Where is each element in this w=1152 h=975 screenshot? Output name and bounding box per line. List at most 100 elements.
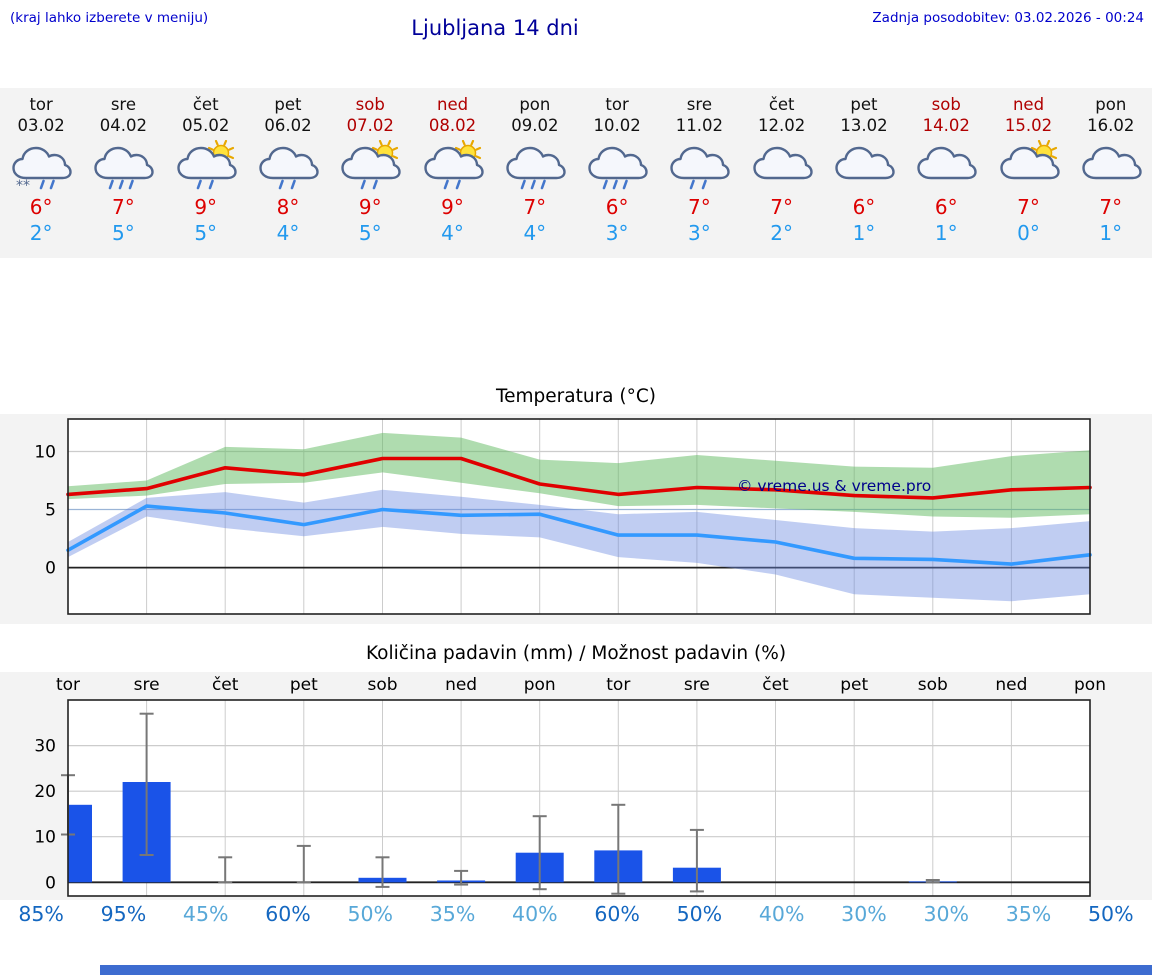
precip-day-label: sre <box>684 675 710 695</box>
sun-ray <box>454 146 461 151</box>
max-temp: 9° <box>441 194 464 219</box>
day-column[interactable]: ned 15.02 7° 0° <box>987 88 1069 258</box>
watermark-link[interactable]: © vreme.us & vreme.pro <box>737 477 931 495</box>
cloud-shape <box>259 146 319 180</box>
day-column[interactable]: sre 11.02 7° 3° <box>658 88 740 258</box>
day-column[interactable]: pet 13.02 6° 1° <box>823 88 905 258</box>
cloud-icon <box>917 146 977 180</box>
sun-ray <box>207 146 214 151</box>
cloud-rain-heavy-icon <box>588 146 648 190</box>
raindrop <box>530 179 536 190</box>
max-temp: 7° <box>523 194 547 219</box>
min-temp: 2° <box>29 220 53 245</box>
cloud-icon-wrap <box>905 140 987 194</box>
day-column[interactable]: pet 06.02 8° 4° <box>247 88 329 258</box>
day-column[interactable]: tor 10.02 6° 3° <box>576 88 658 258</box>
precip-day-label: tor <box>606 675 630 695</box>
cloud-shape <box>588 146 648 180</box>
max-temp: 6° <box>852 194 876 219</box>
min-temp: 1° <box>1099 220 1123 245</box>
raindrop <box>39 179 45 190</box>
raindrop <box>455 179 461 190</box>
max-temp: 6° <box>605 194 629 219</box>
day-column[interactable]: sob 14.02 6° 1° <box>905 88 987 258</box>
y-tick-label: 20 <box>34 782 56 802</box>
day-date: 11.02 <box>675 116 724 136</box>
precip-chart: tor sre čet pet sob ned pon tor sre čet pet sob ned p… <box>0 672 1152 900</box>
day-date: 03.02 <box>17 116 65 136</box>
menu-hint[interactable]: (kraj lahko izberete v meniju) <box>10 10 209 26</box>
day-date: 04.02 <box>99 116 148 136</box>
precip-probability: 40% <box>758 902 805 926</box>
day-name: ned <box>1012 95 1045 114</box>
cloud-shape <box>917 146 977 180</box>
day-date: 05.02 <box>182 116 230 136</box>
precip-day-label: sob <box>918 675 948 695</box>
raindrop <box>129 179 135 190</box>
y-tick-label: 10 <box>34 443 56 463</box>
precip-probability: 30% <box>923 902 970 926</box>
min-temp: 4° <box>441 220 464 245</box>
sun-ray <box>474 155 481 159</box>
raindrop <box>119 179 125 190</box>
cloud-icon <box>835 146 895 180</box>
raindrop <box>49 179 55 190</box>
raindrop <box>540 179 546 190</box>
day-name: čet <box>192 95 219 114</box>
page-title: Ljubljana 14 dni <box>411 16 579 40</box>
sun-cloud-rain-icon-wrap <box>165 139 247 194</box>
precip-probability: 60% <box>594 902 640 926</box>
day-name: sre <box>110 95 136 114</box>
precip-chart-title: Količina padavin (mm) / Možnost padavin … <box>365 643 787 664</box>
sun-ray <box>372 146 379 151</box>
precip-probability: 40% <box>512 902 558 926</box>
plot-border <box>67 418 1091 615</box>
precip-probability-row: 85% 95% 45% 60% 50% 35% 40% 60% 50% 40% 30% 30% 35% 5… <box>0 902 1152 926</box>
precip-probability: 50% <box>1088 902 1134 926</box>
max-temp: 6° <box>934 194 958 219</box>
precip-chart-svg: tor sre čet pet sob ned pon tor sre čet pet sob ned p… <box>34 675 1106 897</box>
max-temp: 7° <box>1099 194 1123 219</box>
plot-area <box>68 700 1090 896</box>
raindrop <box>612 179 618 190</box>
y-tick-label: 10 <box>34 828 56 848</box>
max-temp: 8° <box>276 194 300 219</box>
sun-ray <box>461 139 466 146</box>
cloud-shape <box>1082 146 1142 180</box>
sun-ray <box>1050 146 1057 151</box>
cloud-rain-icon-wrap <box>658 140 740 194</box>
day-column[interactable]: čet 12.02 7° 2° <box>741 88 823 258</box>
snowflake-glyph: ** <box>16 178 30 192</box>
temp-chart-title: Temperatura (°C) <box>495 386 657 407</box>
cloud-shape <box>670 146 731 180</box>
day-date: 07.02 <box>346 116 394 136</box>
cloud-shape <box>752 146 813 180</box>
min-temp: 3° <box>688 220 711 245</box>
sun-cloud-icon <box>999 139 1060 180</box>
cloud-rain-icon <box>670 146 731 190</box>
y-tick-label: 0 <box>45 873 56 893</box>
max-temperature-line <box>66 456 1092 500</box>
day-column[interactable]: sre 04.02 7° 5° <box>82 88 164 258</box>
cloud-shape <box>94 146 155 180</box>
sun-ray <box>474 146 481 151</box>
day-column[interactable]: sob 07.02 9° 5° <box>329 88 411 258</box>
day-column[interactable]: pon 09.02 7° 4° <box>494 88 576 258</box>
cloud-rain-icon-wrap <box>247 140 329 194</box>
precip-probability: 60% <box>265 902 311 926</box>
cloud-icon <box>752 146 813 180</box>
min-range-band <box>68 489 1090 602</box>
day-name: tor <box>605 95 629 114</box>
day-column[interactable]: čet 05.02 9° 5° <box>165 88 247 258</box>
day-column[interactable]: ned 08.02 9° 4° <box>411 88 493 258</box>
cloud-shape <box>341 146 401 180</box>
cloud-rain-heavy-icon-wrap <box>82 140 164 194</box>
sun-cloud-rain-icon <box>177 139 237 190</box>
cloud-icon-wrap <box>1070 140 1152 194</box>
cloud-rain-heavy-icon-wrap <box>494 140 576 194</box>
cloud-shape <box>423 146 484 180</box>
day-name: sre <box>686 95 712 114</box>
day-column[interactable]: pon 16.02 7° 1° <box>1070 88 1152 258</box>
day-column[interactable]: tor 03.02 ** 6° 2° <box>0 88 82 258</box>
footer-bar <box>100 965 1152 975</box>
